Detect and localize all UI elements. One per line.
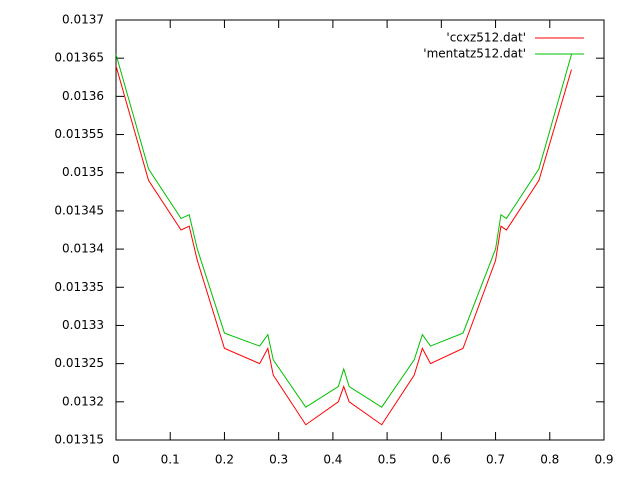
legend-label: 'mentatz512.dat' [423, 47, 526, 61]
y-tick-label: 0.0132 [62, 394, 104, 408]
y-tick-label: 0.01315 [54, 433, 104, 447]
y-tick-label: 0.01325 [54, 356, 104, 370]
y-tick-label: 0.01345 [54, 203, 104, 217]
x-tick-label: 0.6 [432, 453, 451, 467]
x-tick-label: 0.4 [323, 453, 342, 467]
y-tick-label: 0.01355 [54, 127, 104, 141]
x-tick-label: 0.1 [161, 453, 180, 467]
x-tick-label: 0.7 [486, 453, 505, 467]
y-tick-label: 0.0136 [62, 89, 104, 103]
x-tick-label: 0.2 [215, 453, 234, 467]
legend-label: 'ccxz512.dat' [446, 31, 526, 45]
y-tick-label: 0.01365 [54, 51, 104, 65]
y-tick-label: 0.0134 [62, 242, 104, 256]
y-tick-label: 0.0133 [62, 318, 104, 332]
data-line [115, 65, 572, 426]
x-tick-label: 0.5 [378, 453, 397, 467]
y-tick-label: 0.01335 [54, 280, 104, 294]
y-tick-label: 0.0137 [62, 13, 104, 27]
x-tick-label: 0.3 [269, 453, 288, 467]
x-tick-label: 0 [112, 453, 120, 467]
plot-frame [115, 19, 605, 441]
x-tick-label: 0.8 [540, 453, 559, 467]
x-tick-label: 0.9 [594, 453, 613, 467]
y-tick-label: 0.0135 [62, 165, 104, 179]
data-line [115, 54, 572, 408]
